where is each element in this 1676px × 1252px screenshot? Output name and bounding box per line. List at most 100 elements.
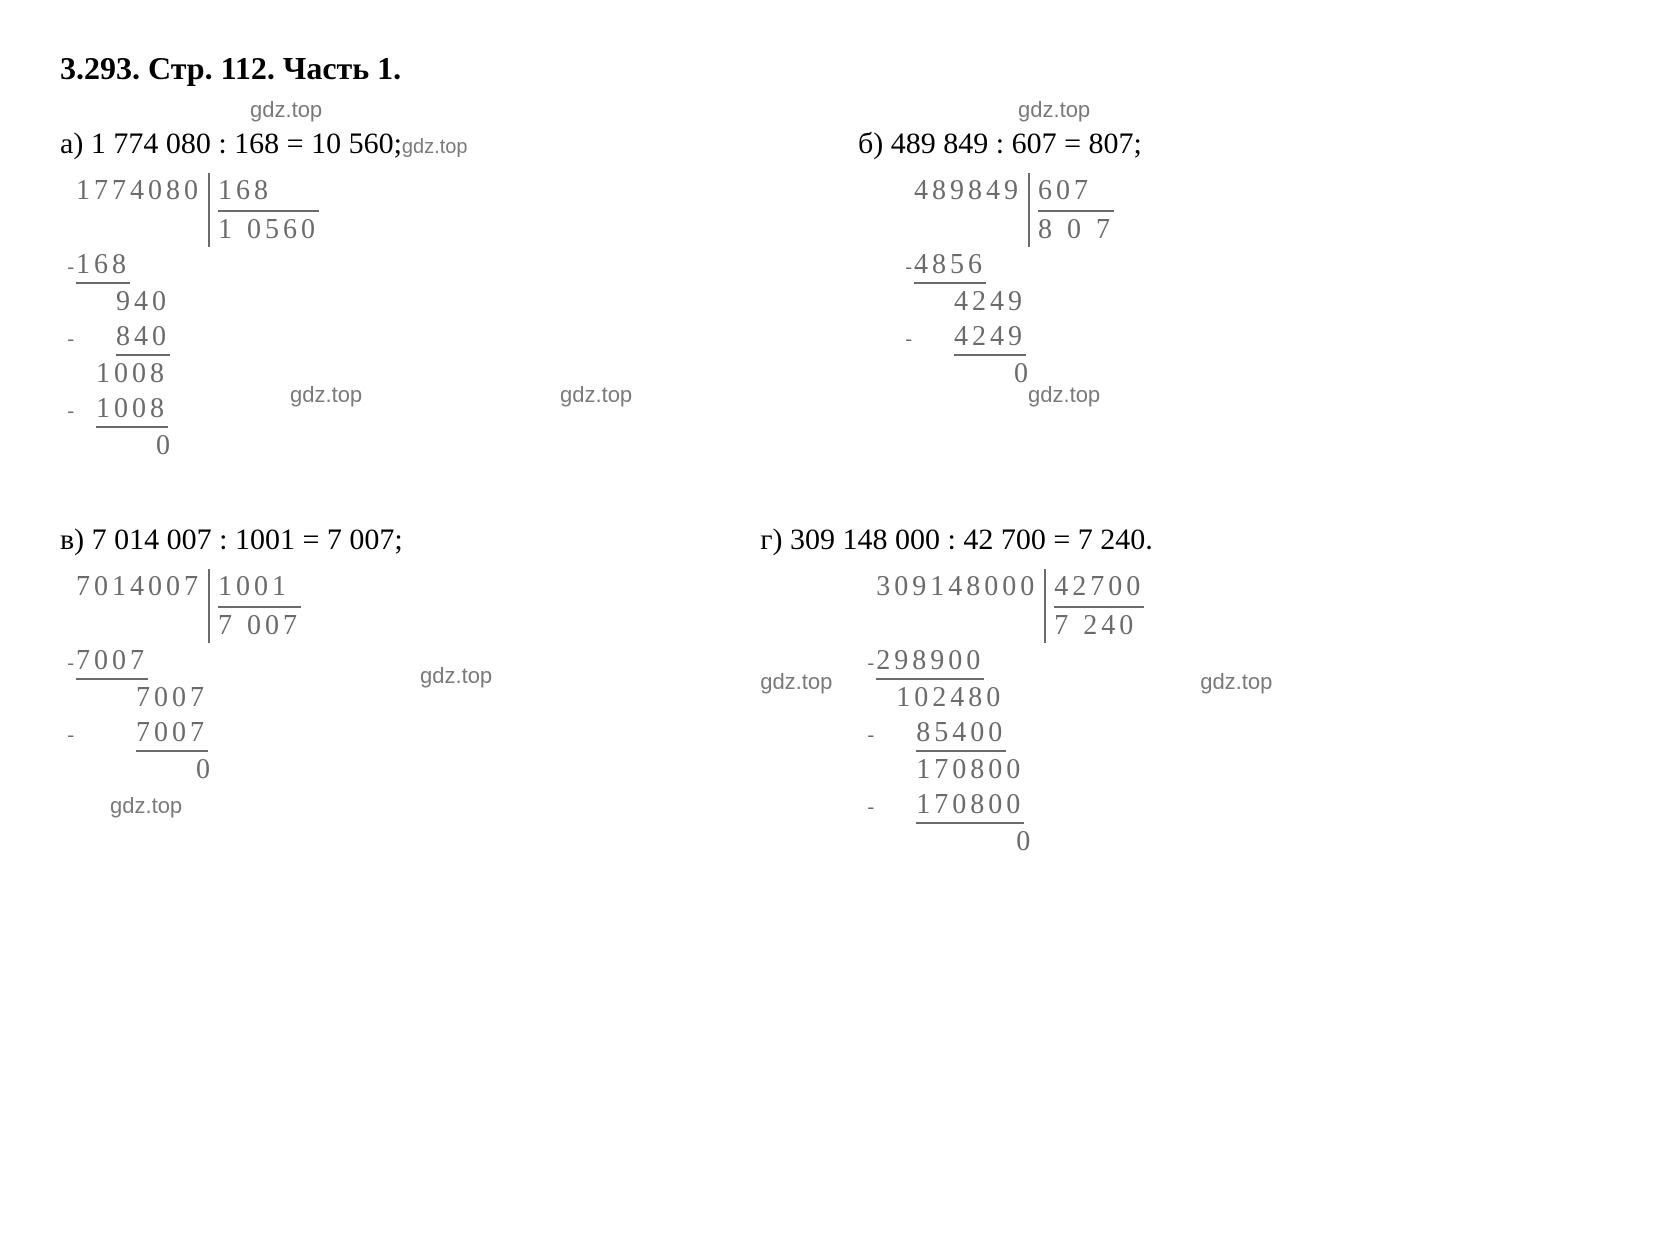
watermark-text: gdz.top <box>760 669 832 695</box>
problem-g: г) 309 148 000 : 42 700 = 7 240. gdz.top… <box>760 523 1616 859</box>
watermark-text: gdz.top <box>1028 382 1100 408</box>
minus-placeholder <box>898 292 912 317</box>
equation-text: 489 849 : 607 = 807; <box>891 127 1142 160</box>
watermark-text: gdz.top <box>420 663 492 689</box>
step-number: 4249 <box>954 319 1026 356</box>
minus-sign: - <box>860 795 874 820</box>
dividend: 1774080 <box>76 173 202 208</box>
step-number: 940 <box>116 284 170 319</box>
equation-b: б) 489 849 : 607 = 807; <box>858 127 1616 161</box>
minus-sign: - <box>60 399 74 424</box>
problem-label: г) <box>760 523 782 556</box>
minus-sign: - <box>60 723 74 748</box>
minus-placeholder <box>860 688 874 713</box>
equation-text: 7 014 007 : 1001 = 7 007; <box>92 523 403 556</box>
minus-placeholder <box>60 760 74 785</box>
minus-sign: - <box>860 723 874 748</box>
problem-row-1: gdz.top а) 1 774 080 : 168 = 10 560;gdz.… <box>60 127 1616 463</box>
minus-placeholder <box>898 181 912 206</box>
longdiv-step: -7007 <box>60 643 301 680</box>
step-number: 1008 <box>96 391 168 428</box>
minus-placeholder <box>60 181 74 206</box>
step-number: 4249 <box>954 284 1026 319</box>
step-number: 102480 <box>896 680 1004 715</box>
quotient: 7 240 <box>1054 608 1144 643</box>
minus-sign: - <box>60 327 74 352</box>
longdiv-step: - 170800 <box>860 787 1144 824</box>
minus-placeholder <box>898 364 912 389</box>
longdiv-step: - 4249 <box>898 319 1114 356</box>
longdiv-step: - 840 <box>60 319 319 356</box>
minus-placeholder <box>60 292 74 317</box>
divisor: 1001 <box>218 569 301 608</box>
longdiv-step: - 85400 <box>860 715 1144 752</box>
step-number: 7007 <box>136 680 208 715</box>
divisor-quotient-box: 1681 0560 <box>208 173 319 247</box>
divisor: 42700 <box>1054 569 1144 608</box>
problem-label: в) <box>60 523 84 556</box>
step-number: 4856 <box>914 247 986 284</box>
quotient: 7 007 <box>218 608 301 643</box>
divisor-quotient-box: 6078 0 7 <box>1028 173 1114 247</box>
minus-sign: - <box>60 255 74 280</box>
longdiv-step: 0 <box>860 824 1144 859</box>
step-number: 298900 <box>876 643 984 680</box>
long-division-a: 17740801681 0560-168 940-840 1008-1008 0 <box>60 173 319 463</box>
minus-placeholder <box>860 832 874 857</box>
longdiv-step: 170800 <box>860 752 1144 787</box>
problem-v: в) 7 014 007 : 1001 = 7 007; 70140071001… <box>60 523 760 859</box>
watermark-text: gdz.top <box>290 382 362 408</box>
step-number: 168 <box>76 247 130 284</box>
longdiv-top-row: 309148000427007 240 <box>860 569 1144 643</box>
minus-sign: - <box>898 327 912 352</box>
step-number: 85400 <box>916 715 1006 752</box>
longdiv-step: 4249 <box>898 284 1114 319</box>
longdiv-step: 1008 <box>60 356 319 391</box>
watermark-text: gdz.top <box>1200 669 1272 695</box>
step-number: 0 <box>156 428 174 463</box>
longdiv-step: 940 <box>60 284 319 319</box>
step-number: 170800 <box>916 787 1024 824</box>
watermark-text: gdz.top <box>560 382 632 408</box>
longdiv-step: 0 <box>60 428 319 463</box>
divisor: 607 <box>1038 173 1114 212</box>
equation-g: г) 309 148 000 : 42 700 = 7 240. <box>760 523 1616 557</box>
divisor: 168 <box>218 173 319 212</box>
problem-label: а) <box>60 127 83 160</box>
minus-sign: - <box>60 651 74 676</box>
equation-v: в) 7 014 007 : 1001 = 7 007; <box>60 523 760 557</box>
long-division-v: 701400710017 007-7007 7007-7007 0 <box>60 569 301 787</box>
minus-placeholder <box>60 577 74 602</box>
dividend: 489849 <box>914 173 1022 208</box>
step-number: 1008 <box>96 356 168 391</box>
longdiv-step: -7007 <box>60 715 301 752</box>
page-heading: 3.293. Стр. 112. Часть 1. <box>60 50 1616 87</box>
minus-placeholder <box>60 436 74 461</box>
longdiv-top-row: 701400710017 007 <box>60 569 301 643</box>
equation-a: а) 1 774 080 : 168 = 10 560;gdz.top <box>60 127 818 161</box>
long-division-g: 309148000427007 240-298900 102480-85400 … <box>860 569 1144 859</box>
longdiv-top-row: 4898496078 0 7 <box>898 173 1114 247</box>
step-number: 840 <box>116 319 170 356</box>
longdiv-top-row: 17740801681 0560 <box>60 173 319 247</box>
step-number: 7007 <box>76 643 148 680</box>
quotient: 8 0 7 <box>1038 212 1114 247</box>
minus-sign: - <box>898 255 912 280</box>
divisor-quotient-box: 427007 240 <box>1044 569 1144 643</box>
longdiv-step: 7007 <box>60 680 301 715</box>
dividend: 309148000 <box>876 569 1038 604</box>
divisor-quotient-box: 10017 007 <box>208 569 301 643</box>
minus-placeholder <box>60 364 74 389</box>
longdiv-step: -4856 <box>898 247 1114 284</box>
problem-a: gdz.top а) 1 774 080 : 168 = 10 560;gdz.… <box>60 127 818 463</box>
longdiv-step: 102480 <box>860 680 1144 715</box>
dividend: 7014007 <box>76 569 202 604</box>
problem-row-2: в) 7 014 007 : 1001 = 7 007; 70140071001… <box>60 523 1616 859</box>
longdiv-step: 0 <box>60 752 301 787</box>
minus-placeholder <box>860 760 874 785</box>
minus-placeholder <box>60 688 74 713</box>
watermark-text: gdz.top <box>110 793 182 819</box>
step-number: 170800 <box>916 752 1024 787</box>
long-division-b: 4898496078 0 7-4856 4249-4249 0 <box>898 173 1114 391</box>
minus-placeholder <box>860 577 874 602</box>
